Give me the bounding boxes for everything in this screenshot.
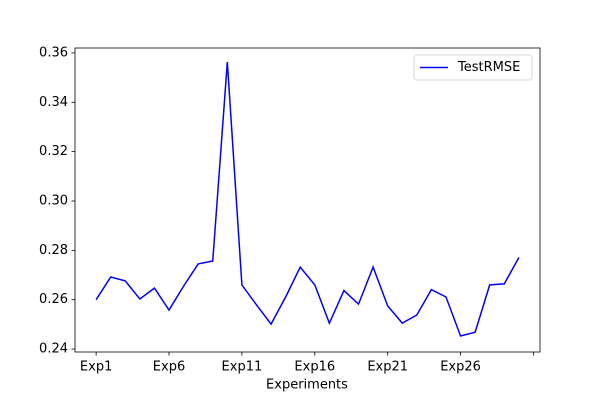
x-tick-label: Exp1 [80,360,112,375]
x-tick-label: Exp11 [222,360,263,375]
x-axis-label: Experiments [266,378,348,393]
x-tick-label: Exp6 [153,360,185,375]
y-tick-label: 0.34 [39,95,68,110]
x-tick-label: Exp21 [367,360,408,375]
legend-label: TestRMSE [457,60,520,75]
y-tick-label: 0.24 [39,342,68,357]
y-tick-label: 0.32 [39,144,68,159]
x-tick-label: Exp26 [440,360,481,375]
axes-frame [74,47,541,353]
y-tick-label: 0.30 [39,193,68,208]
y-tick-label: 0.26 [39,292,68,307]
y-tick-label: 0.36 [39,45,68,60]
x-tick-label: Exp16 [294,360,335,375]
y-tick-label: 0.28 [39,243,68,258]
line [95,62,520,337]
legend-box [413,54,533,81]
